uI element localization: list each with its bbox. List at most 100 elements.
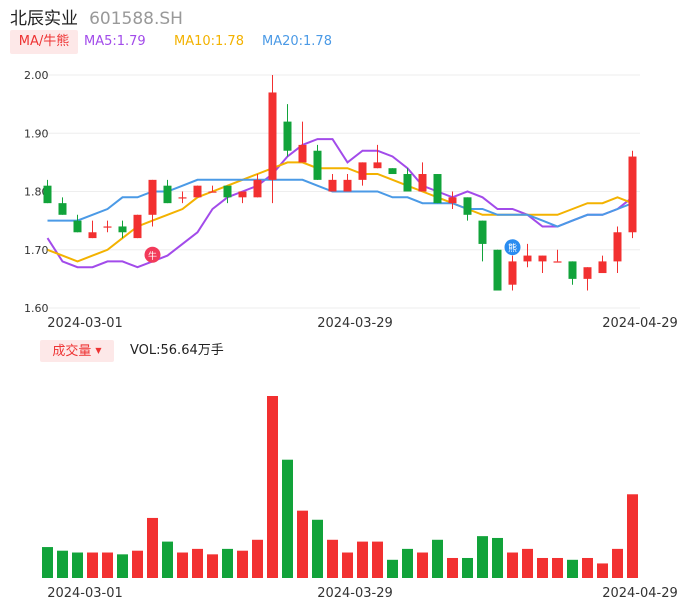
candle-body bbox=[73, 220, 82, 233]
volume-bar bbox=[312, 519, 323, 578]
ma-line-ma10 bbox=[47, 161, 633, 263]
candle-body bbox=[313, 150, 322, 180]
x-tick-label: 2024-03-29 bbox=[317, 316, 393, 331]
volume-bar bbox=[537, 557, 548, 578]
volume-bar bbox=[162, 541, 173, 578]
volume-bar bbox=[222, 548, 233, 578]
candle-body bbox=[223, 185, 232, 198]
bear-marker-icon bbox=[504, 239, 521, 256]
volume-bar bbox=[552, 557, 563, 578]
y-tick-label: 2.00 bbox=[24, 69, 49, 82]
candle-body bbox=[523, 255, 532, 262]
candle-body bbox=[298, 144, 307, 163]
candlesticks bbox=[43, 75, 637, 291]
candle-body bbox=[388, 168, 397, 175]
volume-bar bbox=[132, 550, 143, 578]
candle-body bbox=[163, 185, 172, 204]
x-tick-label: 2024-03-01 bbox=[47, 586, 123, 601]
volume-bar bbox=[177, 552, 188, 578]
bull-marker-label: 牛 bbox=[148, 250, 157, 262]
bear-marker-label: 熊 bbox=[508, 242, 517, 254]
volume-bar bbox=[87, 552, 98, 578]
ma5-value: MA5:1.79 bbox=[84, 34, 146, 49]
y-tick-label: 1.80 bbox=[24, 186, 49, 199]
candle-body bbox=[583, 267, 592, 279]
candle-body bbox=[43, 185, 52, 204]
volume-bar bbox=[402, 548, 413, 578]
volume-bar bbox=[477, 536, 488, 578]
volume-bar bbox=[522, 548, 533, 578]
candle-body bbox=[628, 156, 637, 233]
volume-bar bbox=[72, 552, 83, 578]
volume-bar bbox=[507, 552, 518, 578]
volume-bar bbox=[447, 557, 458, 578]
volume-bar bbox=[42, 547, 53, 578]
candle-body bbox=[538, 255, 547, 262]
volume-bar bbox=[207, 554, 218, 578]
volume-bars bbox=[42, 396, 638, 578]
y-tick-label: 1.70 bbox=[24, 244, 49, 257]
volume-bar bbox=[252, 539, 263, 578]
volume-bar bbox=[387, 559, 398, 578]
candle-body bbox=[463, 197, 472, 215]
candle-body bbox=[403, 174, 412, 192]
x-tick-label: 2024-03-01 bbox=[47, 316, 123, 331]
volume-bar bbox=[612, 548, 623, 578]
candle-body bbox=[433, 174, 442, 204]
volume-bar bbox=[357, 541, 368, 578]
x-tick-label: 2024-04-29 bbox=[602, 316, 678, 331]
candle-body bbox=[373, 162, 382, 169]
candle-body bbox=[448, 197, 457, 204]
candle-body bbox=[358, 162, 367, 180]
candle-body bbox=[283, 121, 292, 151]
volume-bar bbox=[327, 539, 338, 578]
candle-body bbox=[328, 179, 337, 192]
volume-bar bbox=[567, 559, 578, 578]
candle-body bbox=[208, 191, 217, 193]
ma-line-ma20 bbox=[47, 178, 633, 228]
bull-marker-icon bbox=[144, 246, 161, 263]
candle-body bbox=[478, 220, 487, 244]
volume-bar bbox=[57, 550, 68, 578]
candle-body bbox=[418, 174, 427, 192]
volume-bar bbox=[492, 537, 503, 578]
stock-code: 601588.SH bbox=[89, 9, 183, 29]
volume-bar bbox=[192, 548, 203, 578]
y-tick-label: 1.90 bbox=[24, 127, 49, 140]
volume-bar bbox=[597, 563, 608, 578]
volume-bar bbox=[147, 517, 158, 578]
candle-body bbox=[553, 261, 562, 263]
moving-average-lines bbox=[46, 138, 634, 269]
candle-body bbox=[268, 92, 277, 180]
candle-body bbox=[148, 179, 157, 215]
candle-body bbox=[568, 261, 577, 279]
volume-bar bbox=[117, 554, 128, 578]
ma10-value: MA10:1.78 bbox=[174, 34, 244, 49]
candle-body bbox=[118, 226, 127, 233]
ma-indicator-selector[interactable]: MA/牛熊 bbox=[10, 30, 78, 54]
candle-body bbox=[508, 261, 517, 285]
volume-bar bbox=[627, 494, 638, 578]
candle-body bbox=[133, 214, 142, 239]
volume-bar bbox=[462, 557, 473, 578]
x-tick-label: 2024-04-29 bbox=[602, 586, 678, 601]
candle-body bbox=[88, 232, 97, 239]
volume-bar bbox=[342, 552, 353, 578]
candle-body bbox=[178, 197, 187, 199]
ma20-value: MA20:1.78 bbox=[262, 34, 332, 49]
candle-body bbox=[238, 191, 247, 198]
candle-body bbox=[253, 179, 262, 198]
volume-bar bbox=[432, 539, 443, 578]
candle-body bbox=[598, 261, 607, 274]
candle-body bbox=[613, 232, 622, 262]
y-tick-label: 1.60 bbox=[24, 302, 49, 315]
volume-indicator-selector[interactable]: 成交量 ▼ bbox=[40, 340, 114, 362]
candle-body bbox=[103, 226, 112, 228]
volume-bar bbox=[102, 552, 113, 578]
candle-body bbox=[193, 185, 202, 198]
ma-line-ma5 bbox=[46, 138, 634, 269]
x-tick-label: 2024-03-29 bbox=[317, 586, 393, 601]
candle-body bbox=[58, 203, 67, 215]
volume-bar bbox=[297, 510, 308, 578]
